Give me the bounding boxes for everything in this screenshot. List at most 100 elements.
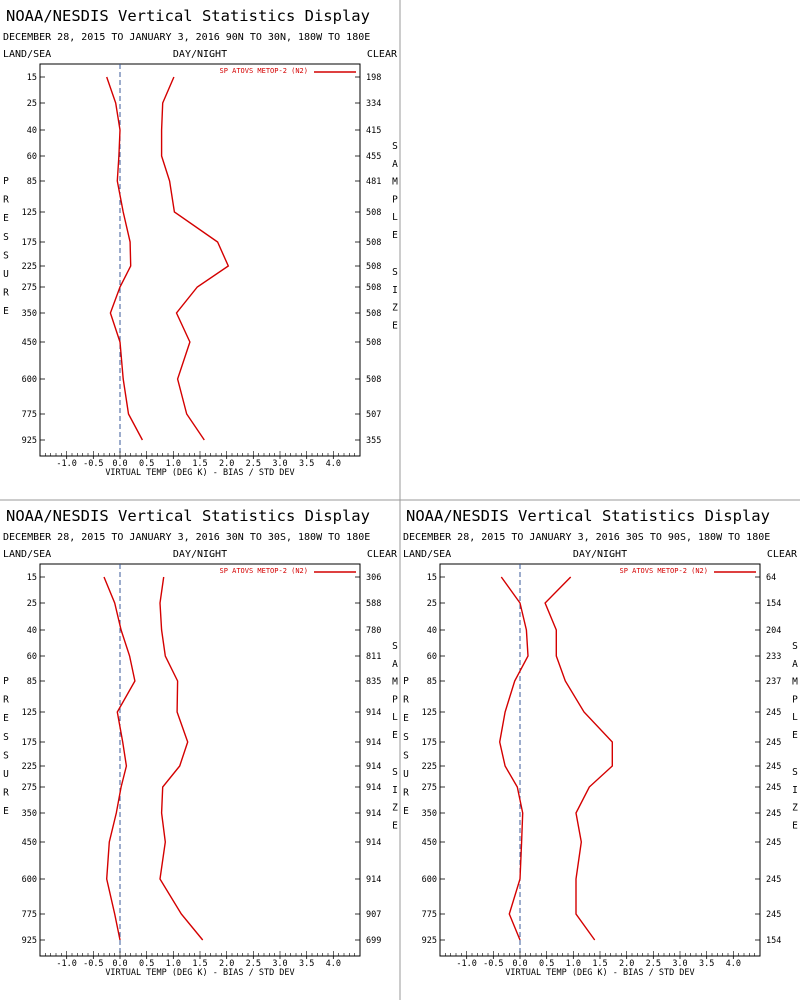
chart-title: NOAA/NESDIS Vertical Statistics Display bbox=[406, 507, 770, 525]
pressure-level-label: 40 bbox=[27, 626, 37, 636]
pressure-axis-letter: R bbox=[403, 788, 409, 799]
sample-size-label: 780 bbox=[366, 626, 381, 636]
chart-title: NOAA/NESDIS Vertical Statistics Display bbox=[6, 7, 370, 25]
pressure-level-label: 600 bbox=[422, 875, 437, 885]
chart-panel-2: NOAA/NESDIS Vertical Statistics Display D… bbox=[3, 507, 398, 978]
x-tick-label: 1.5 bbox=[592, 959, 607, 969]
sample-size-label: 508 bbox=[366, 283, 381, 293]
pressure-axis-letter: S bbox=[3, 750, 9, 761]
pressure-level-label: 25 bbox=[27, 599, 37, 609]
sample-size-label: 508 bbox=[366, 262, 381, 272]
sample-size-label: 334 bbox=[366, 99, 381, 109]
x-tick-label: -1.0 bbox=[456, 959, 476, 969]
sample-axis-letter: M bbox=[392, 677, 398, 688]
x-tick-label: 1.0 bbox=[166, 459, 181, 469]
sample-size-label: 245 bbox=[766, 738, 781, 748]
sample-axis-letter: S bbox=[392, 641, 398, 652]
sample-size-label: 245 bbox=[766, 875, 781, 885]
pressure-axis-letter: E bbox=[403, 806, 409, 817]
legend-label: SP ATOVS METOP-2 (N2) bbox=[219, 67, 308, 75]
pressure-level-label: 225 bbox=[22, 262, 37, 272]
sample-size-label: 588 bbox=[366, 599, 381, 609]
sample-size-label: 154 bbox=[766, 936, 781, 946]
x-tick-label: 4.0 bbox=[326, 459, 341, 469]
header-land-sea: LAND/SEA bbox=[403, 549, 451, 560]
pressure-level-label: 125 bbox=[22, 208, 37, 218]
chart-subtitle: DECEMBER 28, 2015 TO JANUARY 3, 2016 30S… bbox=[403, 532, 770, 543]
size-axis-letter: Z bbox=[392, 803, 398, 814]
sample-axis-letter: A bbox=[392, 659, 398, 670]
pressure-level-label: 450 bbox=[22, 838, 37, 848]
x-tick-label: 2.5 bbox=[246, 459, 261, 469]
pressure-level-label: 775 bbox=[22, 910, 37, 920]
sample-size-label: 507 bbox=[366, 410, 381, 420]
x-axis-label: VIRTUAL TEMP (DEG K) - BIAS / STD DEV bbox=[505, 968, 694, 978]
sample-size-label: 907 bbox=[366, 910, 381, 920]
x-tick-label: 0.5 bbox=[139, 959, 154, 969]
pressure-level-label: 275 bbox=[422, 783, 437, 793]
pressure-level-label: 125 bbox=[22, 708, 37, 718]
x-tick-label: -1.0 bbox=[56, 459, 76, 469]
sample-axis-letter: P bbox=[392, 194, 398, 205]
x-tick-label: 0.5 bbox=[139, 459, 154, 469]
header-day-night: DAY/NIGHT bbox=[173, 549, 227, 560]
sample-size-label: 204 bbox=[766, 626, 781, 636]
x-tick-label: 1.0 bbox=[566, 959, 581, 969]
pressure-axis-letter: R bbox=[3, 195, 9, 206]
x-tick-label: 2.5 bbox=[646, 959, 661, 969]
x-tick-label: -1.0 bbox=[56, 959, 76, 969]
sample-size-label: 198 bbox=[366, 73, 381, 83]
chart-subtitle: DECEMBER 28, 2015 TO JANUARY 3, 2016 90N… bbox=[3, 32, 370, 43]
pressure-level-label: 600 bbox=[22, 375, 37, 385]
pressure-level-label: 350 bbox=[22, 809, 37, 819]
pressure-level-label: 60 bbox=[427, 652, 437, 662]
pressure-level-label: 175 bbox=[22, 738, 37, 748]
pressure-level-label: 15 bbox=[27, 73, 37, 83]
x-tick-label: -0.5 bbox=[483, 959, 503, 969]
size-axis-letter: Z bbox=[392, 303, 398, 314]
sample-size-label: 64 bbox=[766, 573, 776, 583]
series-line-std-dev bbox=[544, 576, 614, 941]
chart-title: NOAA/NESDIS Vertical Statistics Display bbox=[6, 507, 370, 525]
sample-axis-letter: L bbox=[792, 712, 798, 723]
x-tick-label: 2.0 bbox=[619, 959, 634, 969]
x-tick-label: -0.5 bbox=[83, 959, 103, 969]
pressure-axis-letter: S bbox=[403, 732, 409, 743]
sample-size-label: 154 bbox=[766, 599, 781, 609]
x-tick-label: 1.5 bbox=[192, 959, 207, 969]
pressure-axis-letter: P bbox=[3, 676, 9, 687]
pressure-axis-letter: S bbox=[403, 750, 409, 761]
pressure-level-label: 275 bbox=[22, 783, 37, 793]
pressure-level-label: 25 bbox=[427, 599, 437, 609]
sample-size-label: 914 bbox=[366, 809, 381, 819]
pressure-level-label: 175 bbox=[422, 738, 437, 748]
sample-size-label: 306 bbox=[366, 573, 381, 583]
pressure-axis-letter: E bbox=[3, 213, 9, 224]
sample-size-label: 355 bbox=[366, 436, 381, 446]
sample-size-label: 233 bbox=[766, 652, 781, 662]
size-axis-letter: I bbox=[392, 285, 398, 296]
pressure-level-label: 225 bbox=[422, 762, 437, 772]
sample-size-label: 245 bbox=[766, 783, 781, 793]
sample-axis-letter: A bbox=[392, 159, 398, 170]
sample-size-label: 237 bbox=[766, 677, 781, 687]
sample-size-label: 481 bbox=[366, 177, 381, 187]
pressure-level-label: 60 bbox=[27, 152, 37, 162]
x-tick-label: 3.0 bbox=[672, 959, 687, 969]
pressure-level-label: 85 bbox=[27, 677, 37, 687]
x-axis-label: VIRTUAL TEMP (DEG K) - BIAS / STD DEV bbox=[105, 968, 294, 978]
sample-axis-letter: S bbox=[792, 641, 798, 652]
pressure-level-label: 40 bbox=[27, 126, 37, 136]
x-tick-label: 4.0 bbox=[326, 959, 341, 969]
x-tick-label: 2.0 bbox=[219, 959, 234, 969]
pressure-axis-letter: S bbox=[3, 232, 9, 243]
pressure-level-label: 775 bbox=[22, 410, 37, 420]
legend-label: SP ATOVS METOP-2 (N2) bbox=[619, 567, 708, 575]
sample-axis-letter: E bbox=[392, 230, 398, 241]
x-tick-label: 0.0 bbox=[112, 959, 127, 969]
